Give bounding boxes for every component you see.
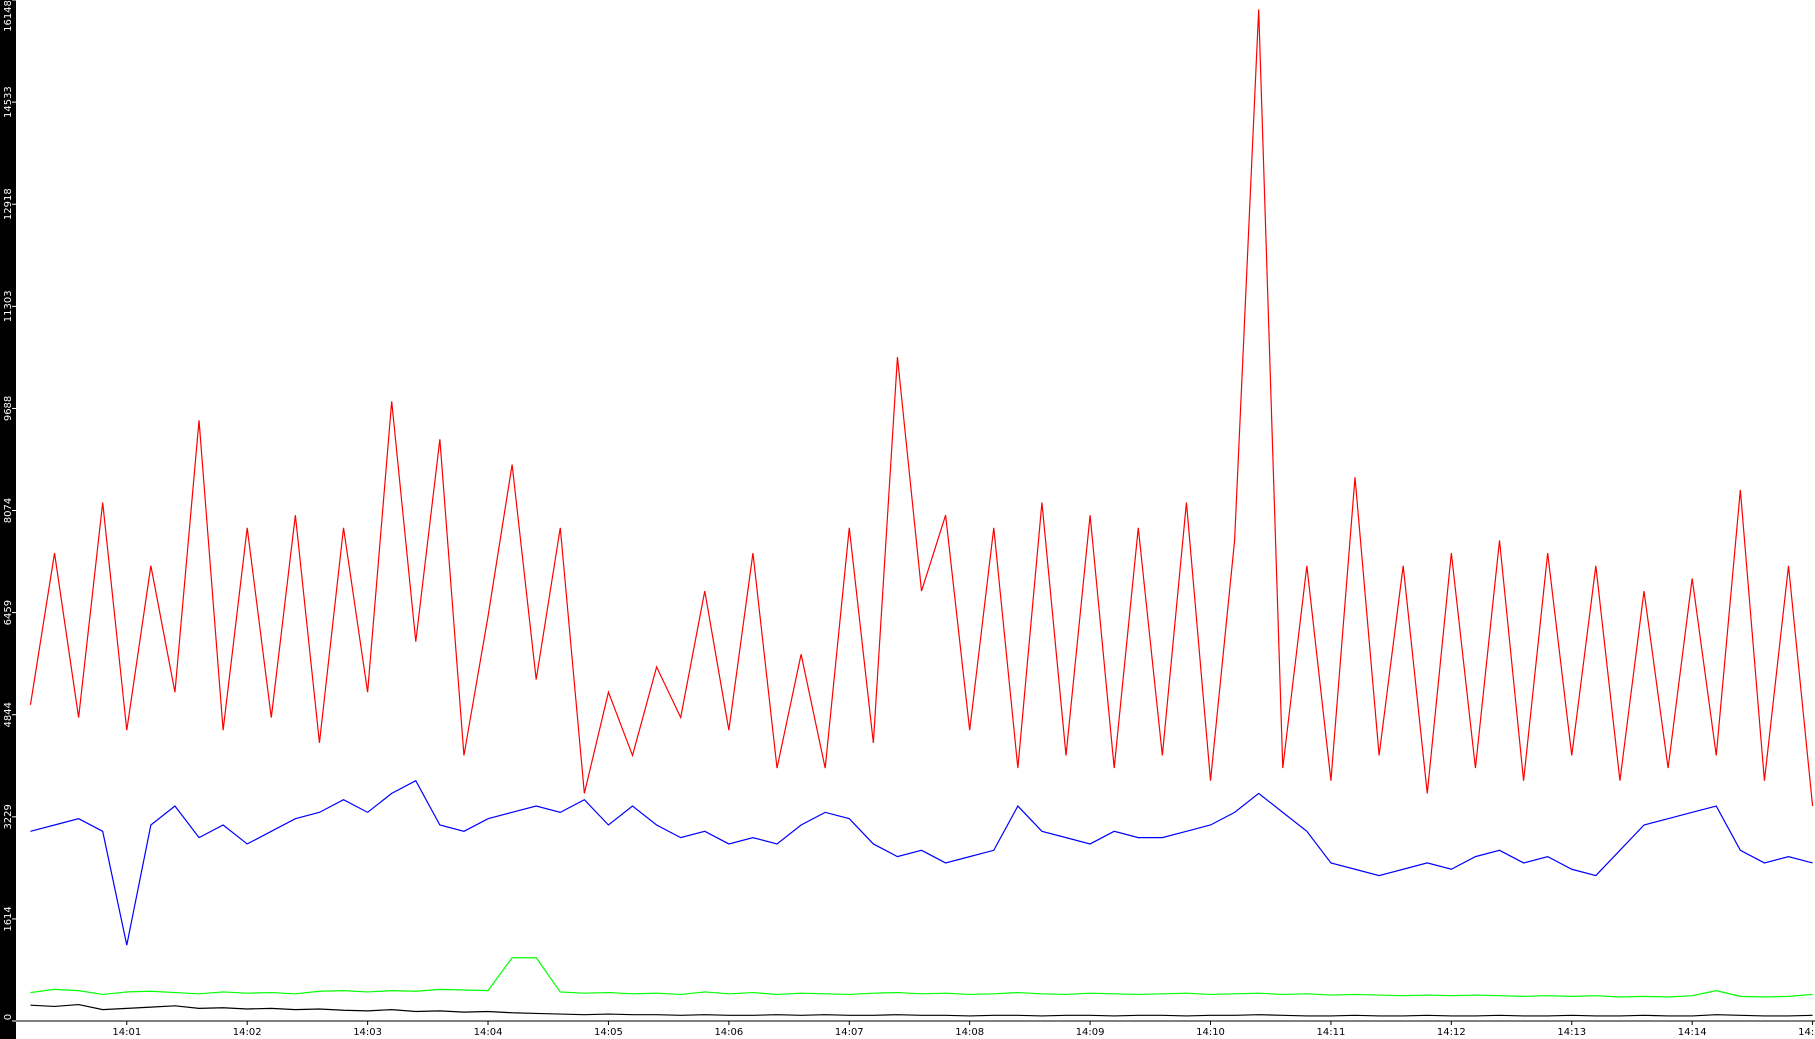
- x-tick-label: 14:07: [835, 1027, 864, 1038]
- y-tick-label: 11303: [3, 290, 14, 322]
- y-tick-label: 6459: [3, 600, 14, 625]
- y-tick-label: 4844: [3, 702, 14, 727]
- y-tick-label: 9688: [3, 396, 14, 421]
- x-tick-label: 14:15: [1798, 1027, 1815, 1038]
- y-tick-label: 12918: [3, 188, 14, 220]
- x-tick-label: 14:12: [1437, 1027, 1466, 1038]
- series-line: [30, 779, 1813, 946]
- y-axis-strip: [0, 0, 16, 1039]
- x-tick-label: 14:04: [474, 1027, 503, 1038]
- y-tick-label: 0: [3, 1014, 14, 1020]
- x-tick-label: 14:10: [1196, 1027, 1225, 1038]
- y-tick-label: 1614: [3, 906, 14, 931]
- series-line: [30, 1003, 1813, 1017]
- x-tick-label: 14:09: [1076, 1027, 1105, 1038]
- y-tick-label: 8074: [3, 498, 14, 523]
- x-tick-label: 14:08: [955, 1027, 984, 1038]
- y-tick-label: 16148: [3, 0, 14, 32]
- series-line: [30, 957, 1813, 998]
- x-tick-label: 14:02: [233, 1027, 262, 1038]
- x-tick-label: 14:05: [594, 1027, 623, 1038]
- x-tick-label: 14:01: [112, 1027, 141, 1038]
- x-tick-label: 14:03: [353, 1027, 382, 1038]
- x-tick-label: 14:14: [1678, 1027, 1707, 1038]
- series-line: [29, 9, 1814, 807]
- x-tick-label: 14:13: [1557, 1027, 1586, 1038]
- x-tick-label: 14:06: [714, 1027, 743, 1038]
- y-tick-label: 3229: [3, 804, 14, 829]
- x-tick-label: 14:11: [1317, 1027, 1346, 1038]
- y-tick-label: 14533: [3, 86, 14, 118]
